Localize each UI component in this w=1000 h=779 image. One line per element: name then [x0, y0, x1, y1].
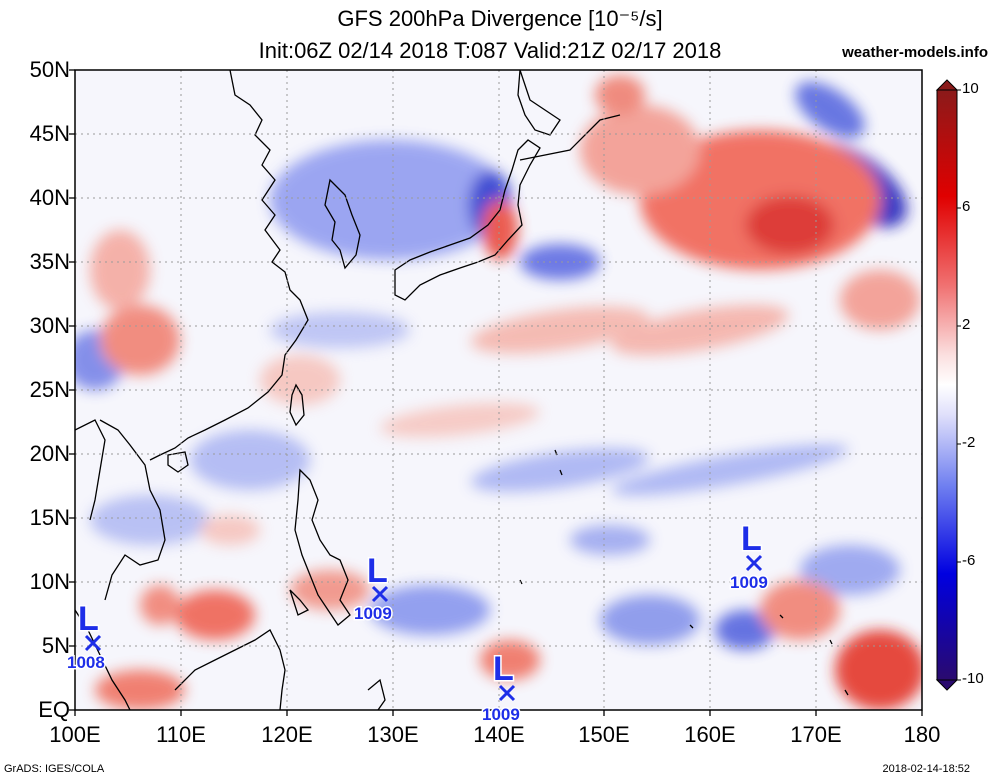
lat-label-10n: 10N	[29, 569, 70, 594]
lon-label-110e: 110E	[156, 722, 206, 747]
svg-text:1009: 1009	[482, 705, 520, 724]
lon-label-150e: 150E	[578, 722, 630, 747]
lat-label-5n: 5N	[41, 633, 70, 658]
lon-label-180: 180	[903, 722, 941, 747]
lon-label-140e: 140E	[473, 722, 525, 747]
lat-label-eq: EQ	[38, 697, 70, 722]
grid-lines	[75, 70, 922, 710]
low-marker: L 1009	[353, 551, 394, 625]
low-marker: L 1008	[66, 599, 107, 674]
divergence-field	[75, 75, 922, 710]
lon-label-100e: 100E	[49, 722, 101, 747]
lon-label-130e: 130E	[367, 722, 419, 747]
site-credit: weather-models.info	[842, 44, 988, 61]
svg-text:L: L	[78, 600, 99, 638]
svg-text:1008: 1008	[67, 653, 105, 672]
colorbar-label-6: 6	[962, 198, 971, 215]
svg-text:L: L	[367, 552, 388, 590]
footer-timestamp: 2018-02-14-18:52	[882, 763, 970, 775]
colorbar-label-2: 2	[962, 316, 971, 333]
colorbar-label-neg6: -6	[962, 552, 976, 569]
map-subtitle: Init:06Z 02/14 2018 T:087 Valid:21Z 02/1…	[258, 38, 722, 63]
axis-ticks	[69, 69, 923, 716]
lat-label-20n: 20N	[29, 441, 70, 466]
colorbar-label-neg2: -2	[962, 434, 976, 451]
svg-text:1009: 1009	[354, 604, 392, 623]
lat-label-30n: 30N	[29, 313, 70, 338]
colorbar-label-neg10: -10	[962, 670, 984, 687]
colorbar-label-10: 10	[962, 80, 979, 97]
lat-label-40n: 40N	[29, 185, 70, 210]
lon-label-120e: 120E	[261, 722, 313, 747]
low-pressure-markers: L 1008 L 1009 L 1009 L 1009	[66, 519, 770, 726]
lat-label-25n: 25N	[29, 377, 70, 402]
lon-label-160e: 160E	[684, 722, 736, 747]
lat-label-15n: 15N	[29, 505, 70, 530]
svg-text:L: L	[493, 650, 514, 688]
lat-label-45n: 45N	[29, 121, 70, 146]
low-marker: L 1009	[729, 519, 770, 594]
lon-label-170e: 170E	[790, 722, 842, 747]
map-title: GFS 200hPa Divergence [10⁻⁵/s]	[337, 6, 663, 31]
lat-label-35n: 35N	[29, 249, 70, 274]
low-marker: L 1009	[481, 649, 522, 726]
svg-text:1009: 1009	[730, 573, 768, 592]
svg-text:L: L	[741, 520, 762, 558]
colorbar	[935, 79, 961, 691]
footer-credit: GrADS: IGES/COLA	[4, 763, 105, 775]
lat-label-50n: 50N	[29, 57, 70, 82]
